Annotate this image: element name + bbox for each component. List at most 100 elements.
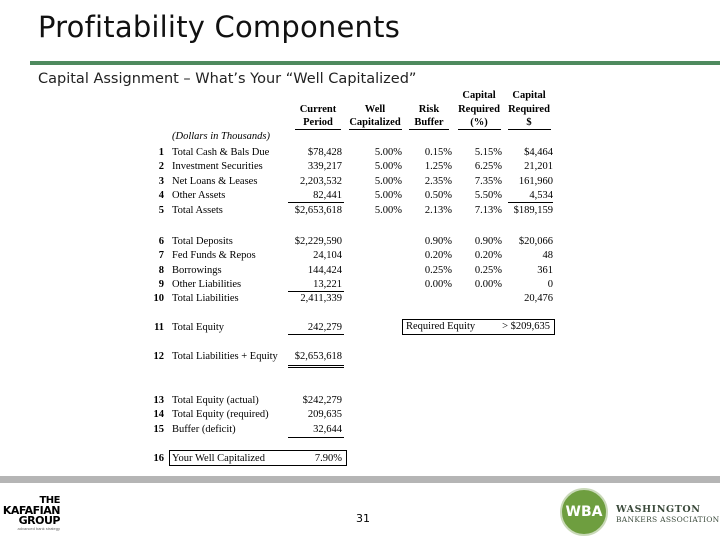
row-number: 1 [158, 147, 164, 158]
total-underline [288, 367, 344, 368]
header-underline [295, 129, 341, 130]
cell-buffer: 0.20% [424, 250, 452, 261]
header-risk-1: Risk [418, 104, 440, 115]
cell-req-pct: 0.25% [474, 265, 502, 276]
row-label: Total Liabilities + Equity [172, 351, 278, 362]
cell-buffer: 0.25% [424, 265, 452, 276]
row-label: Total Equity [172, 322, 225, 333]
row-label: Net Loans & Leases [172, 176, 258, 187]
cell-req-dollar: 21,201 [524, 161, 553, 172]
row-label: Your Well Capitalized [172, 453, 265, 464]
wba-emblem: WBA [560, 488, 608, 536]
row-number: 15 [153, 424, 165, 435]
header-reqdollar-2: Required [508, 104, 550, 115]
well-capitalized-box [169, 450, 347, 466]
cell-req-dollar: $189,159 [513, 205, 553, 216]
row-label: Total Liabilities [172, 293, 239, 304]
row-label: Total Equity (required) [172, 409, 269, 420]
required-equity-label: Required Equity [406, 321, 476, 332]
row-label: Other Liabilities [172, 279, 242, 290]
row-number: 6 [158, 236, 164, 247]
cell-current: $2,653,618 [294, 351, 342, 362]
row-label: Total Deposits [172, 236, 233, 247]
row-label: Fed Funds & Repos [172, 250, 256, 261]
cell-req-dollar: 20,476 [524, 293, 553, 304]
cell-req-pct: 5.15% [474, 147, 502, 158]
row-number: 9 [158, 279, 164, 290]
logo-line: GROUP [18, 514, 61, 527]
cell-well: 5.00% [374, 205, 402, 216]
required-equity-box [402, 319, 555, 335]
row-number: 3 [158, 176, 164, 187]
cell-current: $2,229,590 [294, 236, 342, 247]
logo-line: THE [39, 495, 60, 506]
row-number: 13 [153, 395, 165, 406]
header-well-1: Well [364, 104, 386, 115]
cell-current: 339,217 [307, 161, 342, 172]
cell-current: $78,428 [307, 147, 342, 158]
total-underline [288, 365, 344, 366]
cell-req-dollar: 161,960 [518, 176, 553, 187]
row-label: Buffer (deficit) [172, 424, 236, 435]
cell-buffer: 2.13% [424, 205, 452, 216]
cell-current: 242,279 [307, 322, 342, 333]
cell-well: 5.00% [374, 190, 402, 201]
cell-current: $242,279 [302, 395, 342, 406]
page-number: 31 [356, 512, 370, 525]
row-number: 4 [158, 190, 164, 201]
row-number: 8 [158, 265, 164, 276]
title-rule [30, 61, 720, 65]
row-number: 14 [153, 409, 165, 420]
cell-buffer: 0.50% [424, 190, 452, 201]
wba-text-line: WASHINGTON [616, 504, 701, 515]
row-number: 11 [154, 322, 164, 333]
header-reqpct-1: Capital [462, 90, 496, 101]
cell-well: 5.00% [374, 161, 402, 172]
header-current-2: Period [303, 117, 333, 128]
cell-well: 5.00% [374, 147, 402, 158]
cell-buffer: 1.25% [424, 161, 452, 172]
row-number: 5 [158, 205, 164, 216]
cell-current: 32,644 [313, 424, 342, 435]
wba-mark: WBA [565, 504, 603, 520]
cell-current: 209,635 [307, 409, 342, 420]
subtotal-underline [288, 291, 344, 292]
footer-rule [0, 476, 720, 483]
row-number: 7 [158, 250, 164, 261]
cell-current: $2,653,618 [294, 205, 342, 216]
cell-req-dollar: 4,534 [529, 190, 553, 201]
cell-buffer: 0.15% [424, 147, 452, 158]
required-equity-value: > $209,635 [502, 321, 550, 332]
row-label: Borrowings [172, 265, 222, 276]
wba-text-line: BANKERS ASSOCIATION [616, 515, 720, 524]
cell-req-pct: 7.13% [474, 205, 502, 216]
header-risk-2: Buffer [414, 117, 444, 128]
header-current-1: Current [299, 104, 337, 115]
cell-req-pct: 7.35% [474, 176, 502, 187]
header-reqdollar-3: $ [526, 117, 532, 128]
row-label: Total Equity (actual) [172, 395, 259, 406]
slide-subtitle: Capital Assignment – What’s Your “Well C… [38, 71, 417, 87]
header-well-2: Capitalized [349, 117, 401, 128]
slide-title: Profitability Components [38, 10, 401, 44]
cell-buffer: 0.00% [424, 279, 452, 290]
cell-req-dollar: $20,066 [518, 236, 553, 247]
header-reqpct-2: Required [458, 104, 500, 115]
row-label: Other Assets [172, 190, 226, 201]
cell-req-dollar: 361 [537, 265, 553, 276]
subtotal-underline [288, 334, 344, 335]
header-underline [508, 129, 551, 130]
cell-req-dollar: $4,464 [524, 147, 553, 158]
cell-req-pct: 5.50% [474, 190, 502, 201]
cell-current: 2,203,532 [300, 176, 342, 187]
subtotal-underline [288, 202, 344, 203]
subtotal-underline [508, 202, 553, 203]
cell-req-pct: 6.25% [474, 161, 502, 172]
row-label: Investment Securities [172, 161, 263, 172]
cell-req-pct: 0.90% [474, 236, 502, 247]
logo-line: KAFAFIAN [2, 504, 61, 517]
cell-well: 5.00% [374, 176, 402, 187]
row-number: 16 [153, 453, 165, 464]
cell-buffer: 0.90% [424, 236, 452, 247]
cell-req-dollar: 48 [542, 250, 554, 261]
